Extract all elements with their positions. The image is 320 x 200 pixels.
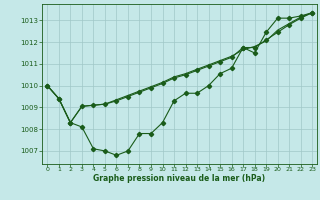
X-axis label: Graphe pression niveau de la mer (hPa): Graphe pression niveau de la mer (hPa) [93, 174, 265, 183]
